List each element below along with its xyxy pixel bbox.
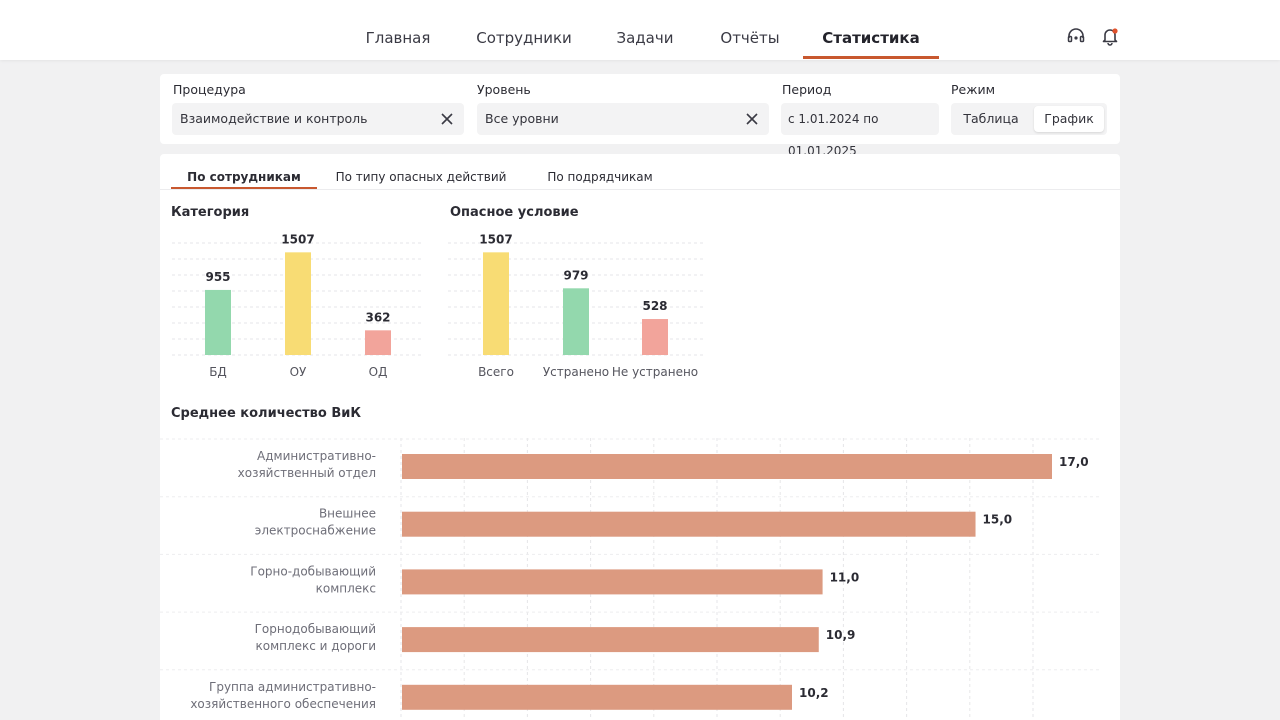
category-category-label: ОД: [369, 365, 388, 379]
avg-vik-value-label: 15,0: [983, 513, 1013, 527]
hazard-condition-value-label: 528: [642, 299, 667, 313]
nav-item-employees[interactable]: Сотрудники: [476, 29, 572, 47]
nav-item-tasks[interactable]: Задачи: [616, 29, 674, 47]
hazard-condition-bar: [483, 252, 509, 355]
tab-divider: [160, 189, 1120, 190]
mode-label: Режим: [951, 82, 996, 97]
category-bar: [365, 330, 391, 355]
tab-by-contractors[interactable]: По подрядчикам: [547, 170, 653, 184]
procedure-value: Взаимодействие и контроль: [180, 111, 368, 126]
bell-icon[interactable]: [1100, 26, 1120, 46]
period-label: Период: [782, 82, 832, 97]
top-navigation: Главная Сотрудники Задачи Отчёты Статист…: [0, 0, 1280, 60]
avg-vik-bar: [402, 454, 1052, 479]
clear-level-icon[interactable]: [745, 112, 759, 126]
hazard-condition-bar: [642, 319, 668, 355]
avg-vik-category-label: Группа административно-хозяйственного об…: [190, 680, 376, 711]
mode-chart-option[interactable]: График: [1034, 106, 1104, 132]
nav-active-indicator: [803, 56, 939, 59]
tab-by-hazard-type[interactable]: По типу опасных действий: [335, 170, 507, 184]
category-value-label: 1507: [281, 234, 314, 246]
period-picker[interactable]: с 1.01.2024 по 01.01.2025: [781, 103, 939, 158]
hazard-condition-value-label: 1507: [479, 234, 512, 246]
category-bar: [285, 252, 311, 355]
period-value: с 1.01.2024 по 01.01.2025: [788, 112, 879, 158]
hazard-condition-category-label: Устранено: [543, 365, 609, 379]
level-value: Все уровни: [485, 111, 559, 126]
avg-vik-category-label: Внешнее электроснабжение: [255, 507, 376, 538]
category-chart: 955 БД 1507 ОУ 362 ОД: [172, 234, 424, 379]
category-value-label: 362: [365, 310, 390, 324]
nav-item-statistics[interactable]: Статистика: [822, 29, 920, 47]
hazard-condition-chart-title: Опасное условие: [450, 205, 579, 220]
clear-procedure-icon[interactable]: [440, 112, 454, 126]
notification-badge: [1112, 28, 1118, 34]
mode-toggle: Таблица График: [951, 103, 1107, 135]
statistics-panel: По сотрудникам По типу опасных действий …: [160, 154, 1120, 720]
level-label: Уровень: [477, 82, 531, 97]
avg-vik-value-label: 11,0: [830, 570, 860, 584]
category-chart-title: Категория: [171, 205, 250, 220]
avg-vik-category-label: Административно-хозяйственный отдел: [238, 449, 376, 480]
avg-vik-value-label: 17,0: [1059, 455, 1089, 469]
avg-vik-value-label: 10,2: [799, 686, 829, 700]
headset-icon[interactable]: [1066, 26, 1086, 46]
tab-active-indicator: [171, 187, 317, 189]
hazard-condition-chart: 1507 Всего 979 Устранено 528 Не устранено: [448, 234, 706, 379]
avg-vik-chart-title: Среднее количество ВиК: [171, 406, 361, 421]
nav-item-reports[interactable]: Отчёты: [720, 29, 780, 47]
mode-table-option[interactable]: Таблица: [963, 111, 1019, 126]
hazard-condition-category-label: Не устранено: [612, 365, 698, 379]
avg-vik-bar: [402, 569, 823, 595]
avg-vik-chart: 17,0 Административно-хозяйственный отдел 1…: [160, 438, 1100, 720]
category-category-label: БД: [209, 365, 227, 379]
avg-vik-category-label: Горно-добывающий комплекс: [250, 564, 376, 595]
level-select[interactable]: Все уровни: [477, 103, 769, 135]
procedure-select[interactable]: Взаимодействие и контроль: [172, 103, 464, 135]
filter-panel: Процедура Взаимодействие и контроль Уров…: [160, 74, 1120, 158]
hazard-condition-bar: [563, 288, 589, 355]
category-bar: [205, 289, 231, 355]
hazard-condition-category-label: Всего: [478, 365, 514, 379]
avg-vik-bar: [402, 627, 819, 653]
avg-vik-bar: [402, 511, 976, 537]
nav-item-home[interactable]: Главная: [365, 29, 431, 47]
procedure-label: Процедура: [173, 82, 246, 97]
avg-vik-bar: [402, 684, 792, 710]
category-category-label: ОУ: [290, 365, 307, 379]
hazard-condition-value-label: 979: [563, 268, 588, 282]
tab-by-employees[interactable]: По сотрудникам: [187, 170, 301, 184]
category-value-label: 955: [205, 270, 230, 284]
avg-vik-value-label: 10,9: [826, 628, 856, 642]
avg-vik-category-label: Горнодобывающий комплекс и дороги: [255, 622, 376, 653]
